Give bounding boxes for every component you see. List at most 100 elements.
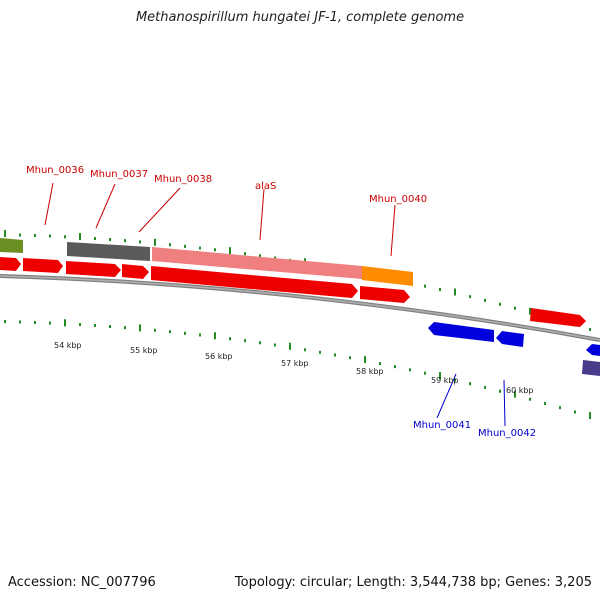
minor-tick	[529, 397, 531, 401]
forward-label-leaders	[44, 182, 396, 257]
minor-tick	[544, 401, 546, 405]
inner-tick-ring	[4, 319, 591, 420]
minor-tick	[154, 328, 156, 332]
gene-label-mhun-0036: Mhun_0036	[26, 165, 84, 176]
pink-feature-block	[152, 247, 362, 279]
minor-tick	[454, 378, 456, 382]
minor-tick	[409, 368, 411, 372]
minor-tick	[229, 337, 231, 341]
minor-tick	[244, 252, 246, 256]
scale-label-59kbp: 59 kbp	[431, 376, 459, 385]
major-tick	[529, 307, 531, 315]
reverse-label-leaders	[436, 373, 506, 427]
minor-tick	[424, 284, 426, 288]
minor-tick	[439, 288, 441, 292]
major-tick	[364, 356, 366, 364]
minor-tick	[109, 325, 111, 329]
forward-cds	[122, 264, 149, 279]
forward-cds	[23, 258, 63, 273]
forward-cds	[530, 308, 586, 327]
minor-tick	[469, 382, 471, 386]
minor-tick	[424, 371, 426, 375]
scale-label-54kbp: 54 kbp	[54, 341, 82, 350]
scale-label-58kbp: 58 kbp	[356, 367, 384, 376]
minor-tick	[499, 389, 501, 393]
minor-tick	[244, 339, 246, 343]
forward-cds	[0, 257, 21, 271]
minor-tick	[79, 323, 81, 327]
minor-tick	[34, 233, 36, 237]
orange-feature-block	[362, 266, 413, 286]
major-tick	[589, 412, 591, 420]
minor-tick	[4, 320, 6, 324]
major-tick	[214, 332, 216, 340]
major-tick	[229, 247, 231, 255]
minor-tick	[34, 320, 36, 324]
major-tick	[454, 288, 456, 296]
minor-tick	[259, 254, 261, 258]
map-title: Methanospirillum hungatei JF-1, complete…	[135, 10, 465, 25]
minor-tick	[169, 330, 171, 334]
minor-tick	[19, 320, 21, 324]
olive-feature-block	[0, 238, 23, 253]
minor-tick	[274, 343, 276, 347]
forward-cds	[151, 266, 358, 298]
minor-tick	[259, 341, 261, 345]
scale-label-60kbp: 60 kbp	[506, 386, 534, 395]
minor-tick	[304, 348, 306, 352]
gene-label-mhun-0038: Mhun_0038	[154, 174, 212, 185]
minor-tick	[139, 240, 141, 244]
minor-tick	[64, 235, 66, 239]
major-tick	[514, 390, 516, 398]
minor-tick	[199, 333, 201, 337]
forward-cds-track	[0, 257, 586, 327]
major-tick	[139, 324, 141, 332]
gene-label-mhun-0040: Mhun_0040	[369, 194, 427, 205]
minor-tick	[559, 406, 561, 410]
minor-tick	[124, 239, 126, 243]
minor-tick	[379, 362, 381, 366]
minor-tick	[574, 410, 576, 414]
minor-tick	[184, 331, 186, 335]
reverse-cds-track	[428, 322, 600, 356]
minor-tick	[319, 350, 321, 354]
scale-label-57kbp: 57 kbp	[281, 359, 309, 368]
gray-feature-block	[67, 242, 150, 261]
minor-tick	[484, 298, 486, 302]
gene-label-alas: alaS	[255, 181, 276, 192]
genome-summary-text: Topology: circular; Length: 3,544,738 bp…	[234, 575, 592, 590]
major-tick	[439, 372, 441, 380]
minor-tick	[334, 353, 336, 357]
minor-tick	[469, 295, 471, 299]
minor-tick	[19, 233, 21, 237]
minor-tick	[484, 385, 486, 389]
minor-tick	[214, 248, 216, 252]
minor-tick	[49, 321, 51, 325]
major-tick	[79, 233, 81, 241]
minor-tick	[184, 244, 186, 248]
minor-tick	[199, 246, 201, 250]
minor-tick	[94, 237, 96, 241]
minor-tick	[274, 256, 276, 260]
minor-tick	[109, 238, 111, 242]
minor-tick	[394, 365, 396, 369]
scale-label-55kbp: 55 kbp	[130, 346, 158, 355]
forward-cds	[66, 261, 121, 277]
reverse-cds	[496, 331, 524, 347]
reverse-cds	[586, 344, 600, 356]
gene-label-mhun-0042: Mhun_0042	[478, 428, 536, 439]
minor-tick	[589, 328, 591, 332]
gene-label-mhun-0041: Mhun_0041	[413, 420, 471, 431]
gene-label-mhun-0037: Mhun_0037	[90, 169, 148, 180]
minor-tick	[499, 302, 501, 306]
accession-text: Accession: NC_007796	[8, 575, 156, 590]
minor-tick	[49, 234, 51, 238]
minor-tick	[349, 356, 351, 360]
major-tick	[64, 319, 66, 327]
major-tick	[289, 342, 291, 350]
forward-cds	[360, 286, 410, 303]
minor-tick	[169, 243, 171, 247]
reverse-cds	[428, 322, 494, 342]
navy-feature-block	[582, 360, 600, 376]
